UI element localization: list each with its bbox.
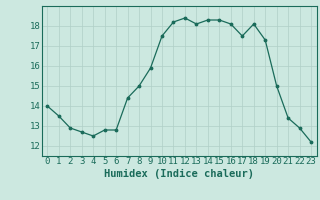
X-axis label: Humidex (Indice chaleur): Humidex (Indice chaleur) <box>104 169 254 179</box>
